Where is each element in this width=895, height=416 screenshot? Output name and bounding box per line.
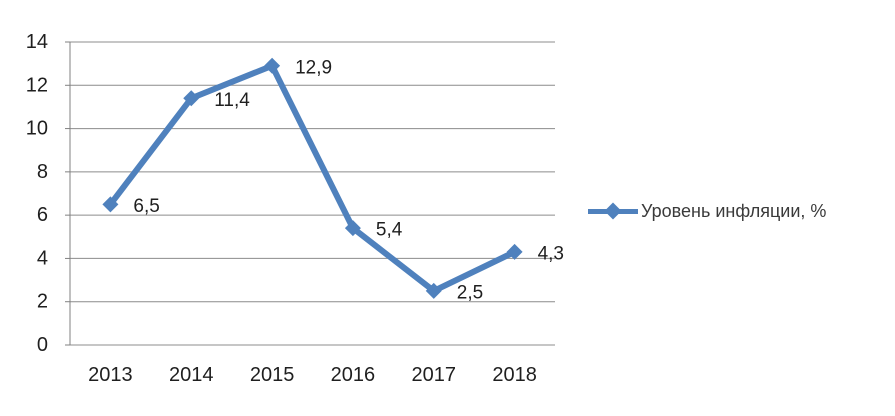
data-point-marker [102,196,119,213]
y-tick-label: 2 [37,291,48,313]
data-labels: 6,5 11,4 12,9 5,4 2,5 4,3 [133,57,564,303]
data-points [102,57,523,299]
data-point-marker [183,90,200,107]
data-point-marker [506,243,523,260]
x-tick-label: 2018 [492,364,537,386]
data-label: 12,9 [295,57,332,78]
x-tick-label: 2015 [250,364,295,386]
data-label: 6,5 [133,196,159,217]
x-tick-label: 2017 [412,364,457,386]
legend-diamond-icon [604,202,622,220]
x-axis-tick-labels: 2013 2014 2015 2016 2017 2018 [88,364,537,386]
x-tick-label: 2014 [169,364,214,386]
data-label: 2,5 [457,282,483,303]
y-axis-tick-labels: 0 2 4 6 8 10 12 14 [26,31,48,356]
series-line [107,62,518,294]
legend: Уровень инфляции, % [588,201,826,222]
x-tick-label: 2016 [331,364,376,386]
y-tick-label: 12 [26,74,48,96]
data-label: 4,3 [538,243,564,264]
x-tick-label: 2013 [88,364,133,386]
y-tick-label: 6 [37,204,48,226]
y-gridlines [65,41,555,346]
data-label: 11,4 [214,90,250,111]
data-label: 5,4 [376,220,403,241]
y-tick-label: 0 [37,334,48,356]
y-tick-label: 14 [26,31,48,53]
data-point-marker [344,220,361,237]
series-marker-icon [588,202,638,220]
y-tick-label: 8 [37,161,48,183]
data-point-marker [264,57,281,74]
y-tick-label: 4 [37,247,48,269]
data-point-marker [425,282,442,299]
y-tick-label: 10 [26,118,48,140]
legend-label: Уровень инфляции, % [641,201,827,221]
